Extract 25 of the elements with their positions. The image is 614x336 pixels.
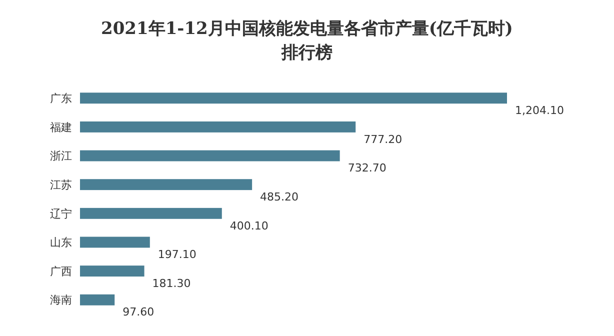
chart-title: 2021年1-12月中国核能发电量各省市产量(亿千瓦时)排行榜 [101, 19, 513, 63]
y-tick-label: 江苏 [50, 178, 72, 192]
bar [80, 92, 507, 104]
y-tick-label: 广西 [50, 264, 72, 278]
bar [80, 150, 340, 162]
data-label: 97.60 [122, 306, 154, 319]
data-label: 485.20 [260, 190, 299, 204]
bar [80, 208, 222, 219]
y-tick-label: 浙江 [50, 150, 72, 163]
data-label: 732.70 [348, 162, 386, 175]
data-label: 777.20 [364, 132, 402, 146]
data-label: 197.10 [158, 248, 196, 262]
bar [80, 179, 252, 190]
data-label: 181.30 [152, 276, 191, 290]
y-tick-label: 辽宁 [50, 207, 72, 220]
bar [80, 236, 150, 248]
data-label: 1,204.10 [515, 104, 564, 117]
data-label: 400.10 [230, 219, 268, 232]
y-tick-label: 海南 [50, 294, 72, 307]
y-tick-label: 广东 [50, 92, 72, 105]
bar [80, 121, 356, 132]
y-tick-label: 福建 [50, 120, 72, 134]
bar [80, 294, 115, 306]
bar [80, 266, 144, 277]
y-tick-label: 山东 [50, 236, 72, 250]
